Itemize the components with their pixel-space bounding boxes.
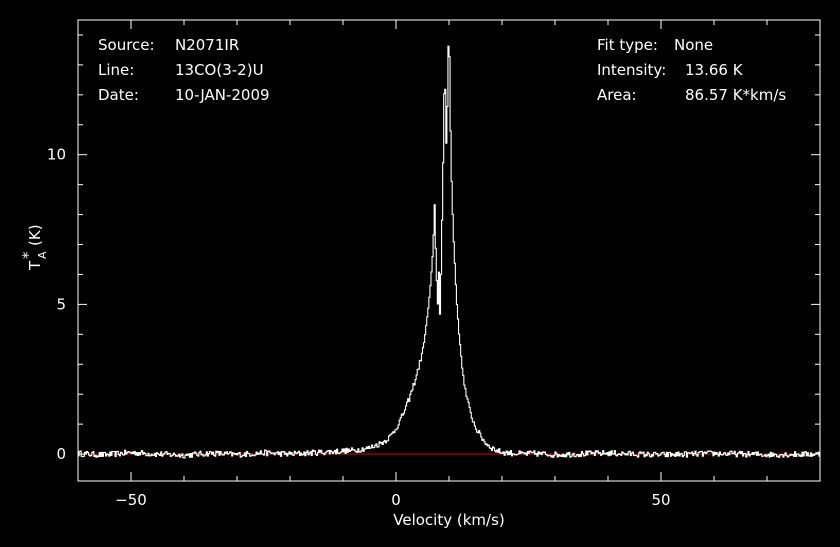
date-value: 10-JAN-2009 [175,86,270,104]
x-tick-label: −50 [115,491,147,509]
area-label: Area: [597,86,637,104]
y-axis-label-sub: A [36,251,49,259]
y-tick-label: 5 [56,295,66,313]
x-tick-label: 50 [651,491,670,509]
y-tick-label: 10 [47,146,66,164]
info-left: Source: N2071IR Line: 13CO(3-2)U Date: 1… [98,36,270,104]
intensity-value: 13.66 K [685,61,744,79]
series-layer [78,45,820,459]
line-value: 13CO(3-2)U [175,61,264,79]
intensity-label: Intensity: [597,61,666,79]
source-value: N2071IR [175,36,239,54]
fit-type-value: None [674,36,713,54]
ticks-layer [77,20,821,481]
y-axis-label: T * A (K) [19,224,49,271]
tick-labels: −50 0 50 0 5 10 [47,146,671,509]
date-label: Date: [98,86,139,104]
line-label: Line: [98,61,134,79]
spectrum-series-line [78,45,820,459]
y-axis-label-main: T [26,260,44,271]
y-axis-label-super: * [19,251,37,259]
x-axis-label: Velocity (km/s) [393,511,504,529]
area-value: 86.57 K*km/s [685,86,786,104]
y-tick-label: 0 [56,445,66,463]
info-right: Fit type: None Intensity: 13.66 K Area: … [597,36,786,104]
fit-type-label: Fit type: [597,36,658,54]
x-tick-label: 0 [391,491,401,509]
y-axis-label-unit: (K) [26,224,44,246]
source-label: Source: [98,36,155,54]
